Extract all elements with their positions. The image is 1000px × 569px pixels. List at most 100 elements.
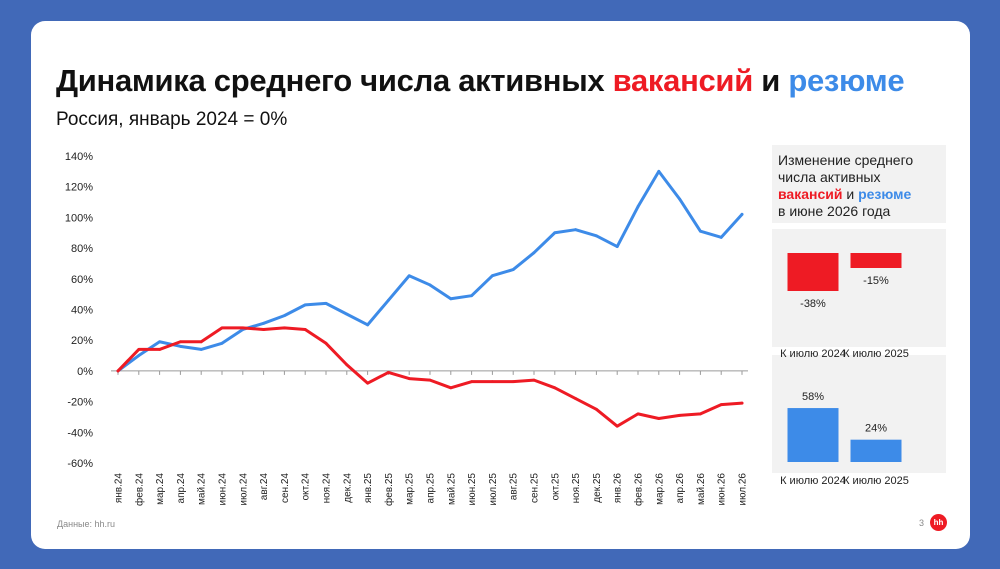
vacancies-point <box>719 403 723 407</box>
resumes-point <box>615 245 619 248</box>
resumes-point <box>636 205 640 209</box>
vacancies-bar-chart: -38% К июлю 2024 -15% К июлю 2025 <box>780 253 909 360</box>
bar-category-label: К июлю 2025 <box>843 348 909 360</box>
y-tick-label: 80% <box>71 243 93 255</box>
resumes-point <box>366 323 369 327</box>
line-chart: 140% 120% 100% 80% 60% 40% 20% 0% -20% -40% -60% ян… <box>65 151 749 506</box>
vacancies-point <box>116 369 120 373</box>
resumes-point <box>262 321 265 325</box>
x-tick-label: июн.26 <box>717 473 728 506</box>
y-tick-label: 120% <box>65 182 93 194</box>
vacancies-point <box>428 378 432 382</box>
vacancies-point <box>491 380 494 384</box>
y-tick-label: 60% <box>71 274 93 286</box>
y-tick-label: 20% <box>71 335 93 347</box>
y-tick-label: 0% <box>77 366 93 378</box>
title-vacancies: вакансий <box>612 63 754 98</box>
vacancies-point <box>220 326 224 330</box>
caption-and: и <box>842 186 859 202</box>
y-tick-label: 40% <box>71 305 93 317</box>
bar-category-label: К июлю 2024 <box>780 348 846 360</box>
x-tick-label: сен.24 <box>280 473 291 503</box>
y-tick-label: 140% <box>65 151 93 163</box>
vacancies-point <box>366 381 369 385</box>
resumes-point <box>158 340 161 344</box>
x-tick-label: авг.24 <box>259 473 270 501</box>
resumes-point <box>699 229 702 233</box>
vacancies-point <box>241 326 245 330</box>
caption-line-4: в июне 2026 года <box>778 203 891 219</box>
vacancies-point <box>553 386 557 390</box>
vacancies-point <box>283 326 286 330</box>
resumes-point <box>345 312 349 316</box>
resumes-point <box>532 251 536 255</box>
vacancies-point <box>678 414 681 417</box>
vacancies-point <box>574 397 577 400</box>
vacancies-point <box>449 386 453 390</box>
title-resumes: резюме <box>788 63 905 98</box>
vacancies-point <box>511 380 515 384</box>
vacancies-point <box>158 348 161 351</box>
resumes-point <box>428 283 432 287</box>
footer-source: Данные: hh.ru <box>57 519 116 529</box>
x-tick-label: мар.26 <box>654 473 665 505</box>
resumes-point <box>179 344 182 348</box>
bar-category-label: К июлю 2024 <box>780 475 846 487</box>
caption-line-3: вакансий и резюме <box>778 186 968 203</box>
y-tick-label: -60% <box>67 458 93 470</box>
vacancies-point <box>470 380 473 384</box>
x-tick-label: фев.24 <box>133 473 145 506</box>
resumes-point <box>303 303 307 307</box>
title-and: и <box>752 63 789 98</box>
caption-line-2: числа активных <box>778 169 881 185</box>
resumes-point <box>449 297 453 301</box>
resumes-point <box>491 274 494 278</box>
x-tick-label: май.24 <box>197 473 208 505</box>
resumes-point <box>657 169 661 173</box>
vacancies-point <box>137 348 141 351</box>
x-tick-label: янв.26 <box>613 473 624 504</box>
vacancies-point <box>615 424 619 428</box>
x-tick-label: мар.24 <box>155 473 166 505</box>
x-tick-label: апр.26 <box>675 473 686 504</box>
caption-resumes: резюме <box>858 186 912 202</box>
vacancies-change-bar <box>787 253 839 291</box>
resumes-point <box>220 341 224 345</box>
x-tick-label: май.26 <box>696 473 707 505</box>
resumes-point <box>719 235 723 239</box>
vacancies-point <box>407 377 411 380</box>
slide-title: Динамика среднего числа активных ваканси… <box>56 63 905 99</box>
vacancies-point <box>699 412 702 416</box>
x-tick-label: июл.25 <box>488 473 499 506</box>
resumes-point <box>199 348 203 351</box>
vacancies-point <box>532 378 536 382</box>
hh-logo: hh <box>930 514 947 531</box>
caption-line-1: Изменение среднего <box>778 152 914 168</box>
vacancies-change-bar <box>850 253 902 268</box>
vacancies-point <box>636 412 640 416</box>
vacancies-series-line <box>116 326 744 428</box>
x-tick-label: июн.25 <box>467 473 478 506</box>
resumes-point <box>678 197 681 201</box>
y-tick-label: -20% <box>67 397 93 409</box>
resumes-change-bar <box>850 439 902 462</box>
x-tick-label: апр.24 <box>176 473 187 504</box>
x-tick-label: июл.26 <box>738 473 749 506</box>
vacancies-point <box>387 371 390 374</box>
vacancies-point <box>303 328 307 331</box>
slide-card: Динамика среднего числа активных ваканси… <box>31 21 970 549</box>
x-tick-label: окт.24 <box>301 473 312 501</box>
y-tick-label: 100% <box>65 212 93 224</box>
vacancies-point <box>199 340 203 344</box>
resumes-point <box>283 314 286 318</box>
bar-value-label: -15% <box>863 275 889 287</box>
bar-value-label: 58% <box>802 391 824 403</box>
page-number: 3 <box>919 518 925 528</box>
vacancies-point <box>595 407 598 411</box>
bar-value-label: 24% <box>865 423 887 435</box>
resumes-point <box>574 228 577 232</box>
caption-vacancies: вакансий <box>778 186 843 202</box>
resumes-point <box>137 354 141 357</box>
x-tick-label: авг.25 <box>509 473 520 501</box>
panel-header-bg <box>772 145 946 223</box>
